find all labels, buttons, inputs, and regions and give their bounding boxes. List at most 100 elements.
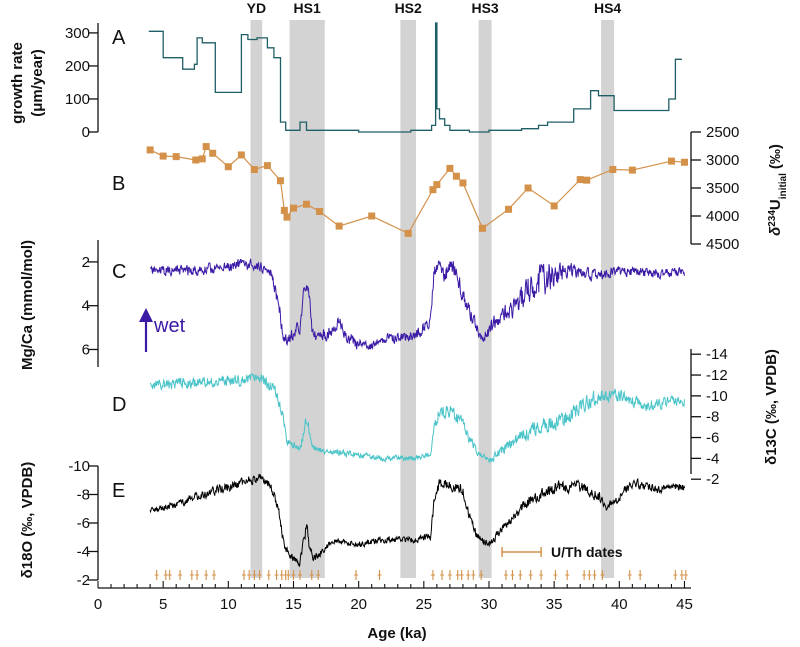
panel-e-ytick-label: -4 <box>77 544 90 561</box>
u234-marker <box>452 172 460 180</box>
u234-marker <box>459 179 467 187</box>
u234-marker <box>316 208 324 216</box>
panel-d-ylabel: δ13C (‰, VPDB) <box>763 349 780 465</box>
event-label-hs2: HS2 <box>395 0 422 16</box>
panel-a-axis: 0 100 200 300 <box>65 23 99 141</box>
u234-marker <box>478 224 486 232</box>
uth-dates <box>154 570 688 580</box>
u234-marker <box>628 166 636 174</box>
panel-a: A growth rate (μm/year) 0 100 200 300 <box>9 22 682 141</box>
event-label-hs3: HS3 <box>471 0 498 16</box>
u234-marker <box>368 212 376 220</box>
panel-e-ytick-label: -2 <box>77 572 90 589</box>
x-tick-label: 15 <box>285 596 302 613</box>
u234-marker <box>609 166 617 174</box>
panel-a-ylabel-line1: growth rate <box>9 42 26 124</box>
u234-marker <box>524 184 532 192</box>
u234-marker <box>209 149 217 157</box>
u234-marker <box>159 152 167 160</box>
u234-marker <box>303 200 311 208</box>
u234-marker <box>146 146 154 154</box>
panel-d: D δ13C (‰, VPDB) -14 -12 -10 -8 -6 -4 -2 <box>112 346 780 488</box>
panel-e-ylabel: δ18O (‰, VPDB) <box>19 462 36 579</box>
u234-markers <box>146 143 688 237</box>
x-tick-label: 0 <box>94 596 102 613</box>
panel-b-ytick-label: 3000 <box>706 152 739 169</box>
panel-d-letter: D <box>112 394 126 416</box>
panel-b-ytick-label: 3500 <box>706 180 739 197</box>
wet-arrow-head-icon <box>139 308 153 322</box>
panel-d-ytick-label: -2 <box>706 471 719 488</box>
panel-d-ytick-label: -12 <box>706 367 728 384</box>
wet-annotation: wet <box>139 308 186 352</box>
u234-marker <box>505 205 513 213</box>
panel-b-ylabel-sub: initial <box>778 173 789 199</box>
uth-label: U/Th dates <box>551 544 623 560</box>
u234-marker <box>429 186 437 194</box>
panel-b-ylabel-mass: 234 <box>767 210 778 227</box>
panel-c-ytick-label: 6 <box>82 341 90 358</box>
u234-marker <box>172 153 180 161</box>
u234-marker <box>446 164 454 172</box>
x-tick-label: 25 <box>415 596 432 613</box>
panel-c-ylabel: Mg/Ca (mmol/mol) <box>19 240 36 370</box>
u234-marker <box>283 213 291 221</box>
u234-marker <box>280 206 288 214</box>
x-tick-label: 5 <box>159 596 167 613</box>
event-band-hs4 <box>601 20 615 578</box>
x-tick-label: 45 <box>676 596 693 613</box>
u234-marker <box>404 229 412 237</box>
panel-b-letter: B <box>112 173 125 195</box>
x-tick-label: 40 <box>611 596 628 613</box>
x-tick-label: 35 <box>546 596 563 613</box>
panel-b: B δ234Uinitial (‰) 2500 3000 3500 4000 4500 <box>112 124 789 253</box>
panel-a-ytick-label: 200 <box>65 58 90 75</box>
event-label-yd: YD <box>247 0 266 16</box>
panel-a-letter: A <box>112 27 126 49</box>
growth-rate-series <box>148 22 682 133</box>
u234-marker <box>667 157 675 165</box>
panel-c-ytick-label: 2 <box>82 254 90 271</box>
panel-e-ytick-label: -8 <box>77 487 90 504</box>
x-axis: 0 5 10 15 20 25 30 35 40 45 <box>94 581 693 613</box>
panel-e-axis: -10 -8 -6 -4 -2 <box>68 458 99 589</box>
u234-marker <box>224 163 232 171</box>
panel-b-axis: 2500 3000 3500 4000 4500 <box>690 124 739 253</box>
u234-marker <box>289 204 297 212</box>
d18o-series <box>149 473 685 568</box>
panel-e-ytick-label: -10 <box>68 458 90 475</box>
panel-b-ytick-label: 4000 <box>706 208 739 225</box>
event-band-labels: YD HS1 HS2 HS3 HS4 <box>247 0 622 16</box>
u234-marker <box>202 143 210 151</box>
panel-b-ylabel-delta: δ <box>767 226 784 236</box>
event-label-hs4: HS4 <box>594 0 621 16</box>
panel-b-ylabel-unit: (‰) <box>767 144 784 169</box>
event-label-hs1: HS1 <box>294 0 321 16</box>
x-tick-label: 10 <box>220 596 237 613</box>
panel-a-ytick-label: 100 <box>65 91 90 108</box>
x-axis-label: Age (ka) <box>367 625 426 642</box>
wet-label: wet <box>153 315 186 337</box>
u234-marker <box>433 181 441 189</box>
panel-d-ytick-label: -8 <box>706 409 719 426</box>
panel-e: E δ18O (‰, VPDB) -10 -8 -6 -4 -2 <box>19 458 685 589</box>
panel-c-ytick-label: 4 <box>82 298 90 315</box>
u234-marker <box>192 156 200 164</box>
u234-marker <box>583 176 591 184</box>
panel-c: C Mg/Ca (mmol/mol) 2 4 6 wet <box>19 240 685 370</box>
panel-b-ytick-label: 4500 <box>706 236 739 253</box>
u234-marker <box>263 162 271 170</box>
panel-e-letter: E <box>112 480 125 502</box>
event-bands <box>250 20 615 578</box>
panel-d-ytick-label: -6 <box>706 430 719 447</box>
u234-marker <box>576 176 584 184</box>
event-band-hs1 <box>289 20 325 578</box>
u234-marker <box>237 151 245 159</box>
panel-d-axis: -14 -12 -10 -8 -6 -4 -2 <box>690 346 728 488</box>
panel-b-ylabel: δ234Uinitial (‰) <box>767 144 789 236</box>
u234-marker <box>276 177 284 185</box>
panel-d-ytick-label: -14 <box>706 346 728 363</box>
event-band-hs3 <box>478 20 492 578</box>
panel-a-ylabel-line2: (μm/year) <box>29 49 46 117</box>
